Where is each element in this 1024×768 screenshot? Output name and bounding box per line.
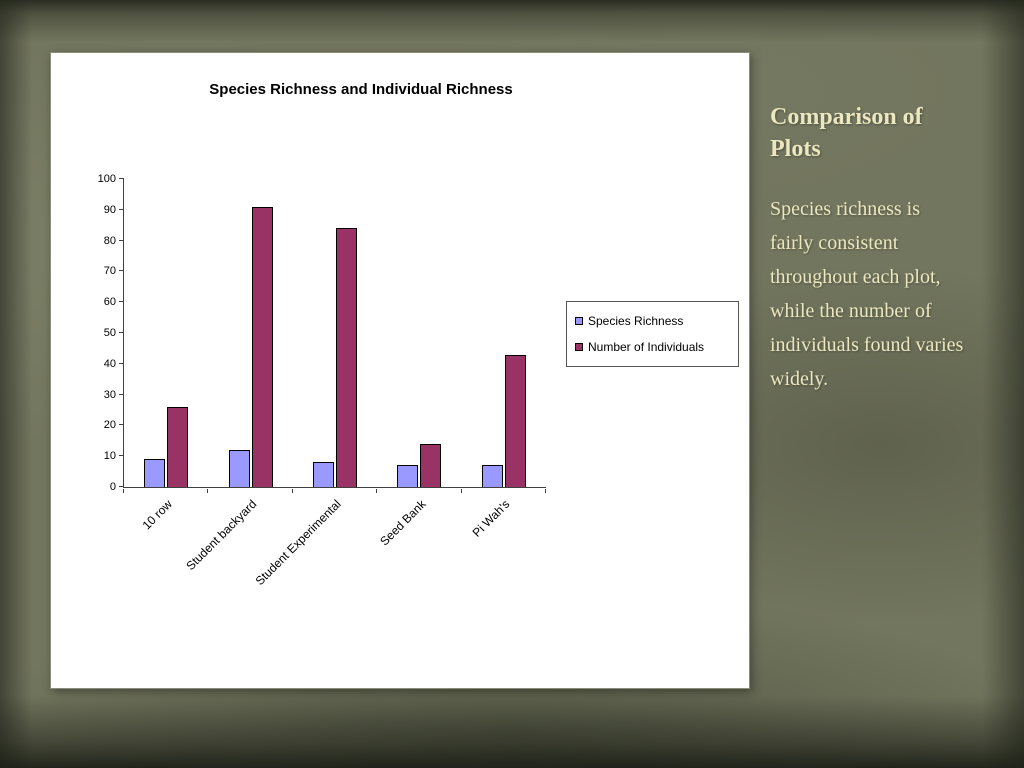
side-text-block: Comparison of Plots Species richness is … — [770, 102, 964, 396]
legend-item: Species Richness — [575, 314, 730, 328]
chart-panel: Species Richness and Individual Richness… — [50, 52, 750, 689]
legend-item: Number of Individuals — [575, 340, 730, 354]
bar-species-richness — [481, 465, 503, 487]
bar-group — [377, 179, 461, 487]
y-axis-tick-label: 30 — [103, 388, 116, 401]
bar-species-richness — [312, 462, 334, 487]
bar-number-of-individuals — [167, 407, 189, 487]
bar-species-richness — [397, 465, 419, 487]
y-axis-tick-label: 70 — [103, 265, 116, 278]
x-axis-category-label: Student backyard — [183, 497, 260, 573]
y-axis-tick-mark — [119, 486, 124, 487]
x-axis-tick-mark — [376, 489, 378, 493]
x-axis-category-label: Student Experimental — [252, 497, 344, 589]
bar-group — [124, 179, 208, 487]
y-axis-tick-mark — [119, 178, 124, 179]
y-axis-tick-mark — [119, 362, 124, 364]
y-axis-tick-mark — [119, 455, 124, 457]
x-axis-category-label: 10 row — [139, 497, 176, 533]
bar-species-richness — [228, 450, 250, 487]
y-axis-tick-mark — [119, 208, 124, 210]
x-axis-tick-mark — [460, 489, 462, 493]
y-axis-tick-label: 40 — [103, 357, 116, 370]
x-axis-tick-mark — [291, 489, 293, 493]
x-axis: 10 row Student backyard Student Experiment… — [123, 489, 546, 609]
y-axis-tick-label: 0 — [109, 481, 116, 493]
y-axis-tick-label: 90 — [103, 203, 116, 216]
slide-body-text: Species richness is fairly consistent th… — [770, 197, 964, 390]
y-axis-tick-mark — [119, 239, 124, 241]
bar-group — [462, 179, 546, 487]
y-axis-tick-mark — [119, 424, 124, 426]
y-axis-tick-mark — [119, 332, 124, 333]
y-axis-tick-label: 100 — [97, 173, 116, 185]
chart-legend: Species Richness Number of Individuals — [566, 301, 739, 367]
legend-label: Number of Individuals — [588, 340, 705, 354]
plot-area: 0 10 20 30 40 50 60 70 80 90 100 — [98, 174, 546, 493]
bar-group — [208, 179, 292, 487]
bar-group — [293, 179, 377, 487]
y-axis-tick-label: 20 — [103, 419, 116, 432]
y-axis-tick-label: 80 — [103, 234, 116, 247]
y-axis-tick-mark — [119, 270, 124, 272]
y-axis-tick-mark — [119, 301, 124, 303]
bar-species-richness — [144, 459, 166, 487]
y-axis-tick-label: 50 — [103, 327, 116, 339]
x-axis-tick-mark — [123, 489, 124, 493]
slide-title: Comparison of Plots — [770, 104, 923, 162]
bar-number-of-individuals — [251, 207, 273, 487]
x-axis-tick-mark — [545, 489, 546, 493]
bar-number-of-individuals — [420, 444, 442, 487]
x-axis-tick-mark — [207, 489, 209, 493]
legend-label: Species Richness — [588, 314, 684, 328]
x-axis-category-label: Seed Bank — [376, 497, 429, 549]
chart-title: Species Richness and Individual Richness — [209, 81, 513, 98]
legend-swatch — [575, 317, 583, 325]
bar-series-container — [124, 179, 546, 487]
legend-swatch — [575, 343, 583, 351]
bar-number-of-individuals — [504, 355, 526, 487]
bar-number-of-individuals — [335, 228, 357, 487]
x-axis-category-label: Pi Wah's — [469, 497, 513, 540]
y-axis-tick-mark — [119, 393, 124, 395]
y-axis-tick-label: 60 — [103, 296, 116, 309]
y-axis-tick-label: 10 — [103, 450, 116, 463]
y-axis: 0 10 20 30 40 50 60 70 80 90 100 — [98, 174, 546, 493]
